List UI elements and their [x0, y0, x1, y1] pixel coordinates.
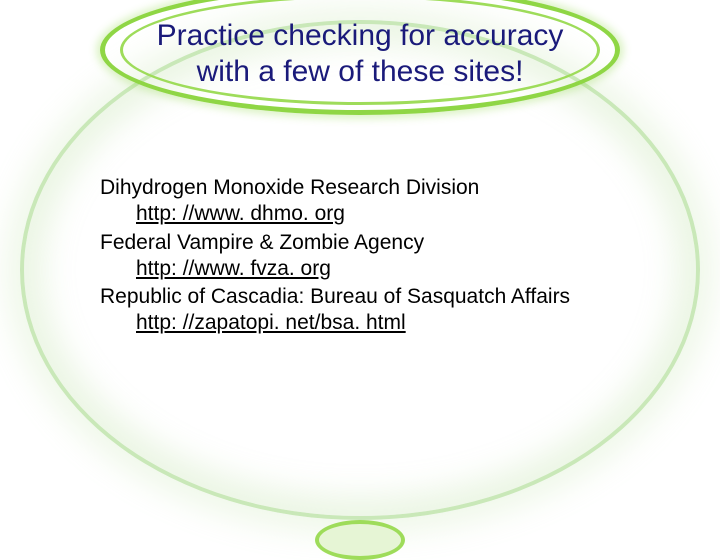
entry-link[interactable]: http: //www. dhmo. org: [136, 201, 640, 227]
title-line-2: with a few of these sites!: [197, 55, 524, 88]
bottom-oval: [315, 520, 405, 560]
entry-label: Dihydrogen Monoxide Research Division: [100, 176, 479, 199]
entry-link[interactable]: http: //zapatopi. net/bsa. html: [136, 310, 640, 336]
list-item: Republic of Cascadia: Bureau of Sasquatc…: [100, 284, 640, 337]
list-item: Dihydrogen Monoxide Research Division ht…: [100, 175, 640, 228]
list-item: Federal Vampire & Zombie Agency http: //…: [100, 230, 640, 283]
slide-body: Dihydrogen Monoxide Research Division ht…: [100, 175, 640, 339]
entry-label: Republic of Cascadia: Bureau of Sasquatc…: [100, 285, 570, 308]
entry-label: Federal Vampire & Zombie Agency: [100, 231, 424, 254]
slide-title: Practice checking for accuracy with a fe…: [0, 18, 720, 90]
slide: Practice checking for accuracy with a fe…: [0, 0, 720, 540]
title-line-1: Practice checking for accuracy: [157, 19, 564, 52]
entry-link[interactable]: http: //www. fvza. org: [136, 256, 640, 282]
